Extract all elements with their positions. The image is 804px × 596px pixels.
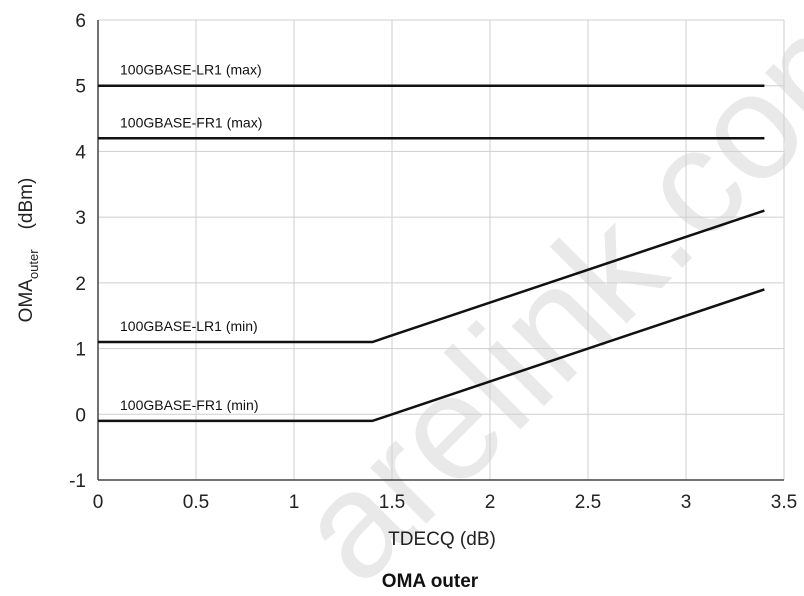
series-label-2: 100GBASE-LR1 (min) <box>120 318 258 334</box>
y-axis-label-unit: (dBm) <box>16 178 37 230</box>
x-tick-label: 2.5 <box>575 492 601 513</box>
x-tick-label: 3 <box>681 492 692 513</box>
y-tick-label: 3 <box>75 208 86 229</box>
x-tick-label: 1 <box>289 492 300 513</box>
chart-caption: OMA outer <box>382 571 479 592</box>
series-labels: 100GBASE-LR1 (max) 100GBASE-FR1 (max) 100G… <box>120 62 262 413</box>
y-tick-label: -1 <box>69 471 86 492</box>
y-tick-label: 0 <box>75 405 86 426</box>
series-label-3: 100GBASE-FR1 (min) <box>120 397 258 413</box>
y-axis-label: OMAouter (dBm) <box>16 178 41 323</box>
y-tick-label: 4 <box>75 142 86 163</box>
y-axis-label-main: OMA <box>16 279 37 323</box>
x-tick-label: 0.5 <box>183 492 209 513</box>
x-axis-label: TDECQ (dB) <box>388 529 496 550</box>
x-tick-label: 0 <box>93 492 104 513</box>
x-tick-label: 1.5 <box>379 492 405 513</box>
series-lines <box>98 84 765 423</box>
y-tick-label: 5 <box>75 77 86 98</box>
y-tick-label: 2 <box>75 274 86 295</box>
x-tick-label: 3.5 <box>771 492 797 513</box>
series-line-3 <box>98 288 765 423</box>
grid <box>97 19 785 481</box>
series-label-0: 100GBASE-LR1 (max) <box>120 62 262 78</box>
series-label-1: 100GBASE-FR1 (max) <box>120 114 262 130</box>
svg-text:OMAouter(dBm): OMAouter (dBm) <box>16 178 41 323</box>
watermark: arelink.com <box>264 0 804 596</box>
plot-frame <box>97 20 784 481</box>
x-tick-labels: 0 0.5 1 1.5 2 2.5 3 3.5 <box>93 492 798 513</box>
y-tick-label: 1 <box>75 340 86 361</box>
y-tick-label: 6 <box>75 11 86 32</box>
series-line-2 <box>98 209 765 344</box>
y-tick-labels: -1 0 1 2 3 4 5 6 <box>69 11 86 492</box>
x-tick-label: 2 <box>485 492 496 513</box>
y-axis-label-sub: outer <box>26 249 41 279</box>
